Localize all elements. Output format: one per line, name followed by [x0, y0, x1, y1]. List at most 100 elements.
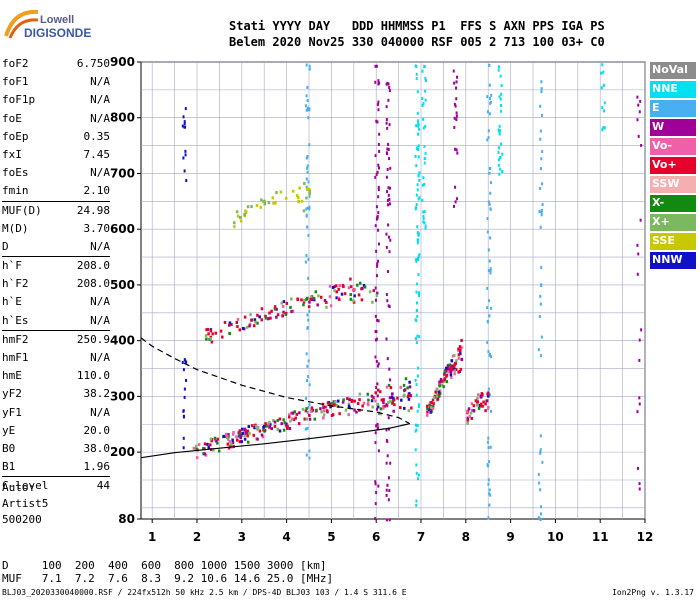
header-values: Belem 2020 Nov25 330 040000 RSF 005 2 71…: [229, 35, 605, 49]
echo-point: [267, 317, 270, 321]
echo-point: [403, 388, 407, 392]
plot-frame: [140, 61, 646, 520]
echo-point: [538, 209, 541, 213]
echo-point: [455, 86, 458, 90]
echo-point: [260, 307, 264, 311]
y-tick-label: 800: [110, 111, 135, 125]
echo-point: [274, 201, 277, 205]
echo-point: [447, 370, 450, 374]
echo-point: [182, 415, 185, 419]
echo-point: [297, 196, 300, 200]
param-name: foF2: [2, 57, 29, 70]
echo-point: [280, 422, 283, 426]
echo-point: [415, 383, 418, 387]
footer-file-info: BLJ03_2020330040000.RSF / 224fx512h 50 k…: [2, 588, 407, 597]
param-value: N/A: [90, 93, 110, 107]
echo-point: [431, 404, 435, 408]
echo-point: [386, 152, 389, 156]
echo-point: [424, 224, 427, 228]
echo-point: [374, 80, 377, 84]
echo-point: [287, 413, 291, 417]
echo-point: [487, 464, 490, 468]
x-tick-label: 9: [506, 530, 514, 544]
param-row: foEs N/A: [2, 164, 110, 182]
echo-point: [389, 378, 392, 382]
echo-point: [337, 287, 340, 291]
echo-point: [387, 427, 390, 431]
echo-point: [426, 406, 429, 410]
echo-point: [417, 132, 420, 136]
param-name: M(D): [2, 221, 29, 235]
echo-point: [416, 188, 419, 192]
echo-point: [248, 322, 252, 326]
echo-point: [371, 300, 374, 304]
echo-point: [312, 296, 316, 300]
echo-point: [305, 453, 308, 457]
echo-point: [387, 383, 391, 387]
echo-point: [636, 466, 639, 470]
echo-point: [308, 449, 311, 453]
echo-point: [429, 410, 432, 414]
echo-point: [290, 297, 293, 301]
echo-point: [352, 299, 355, 303]
echo-point: [422, 220, 425, 224]
autoscaling-info: Auto: Artist5 500200: [2, 480, 48, 528]
echo-point: [284, 196, 288, 200]
echo-point: [479, 395, 483, 399]
echo-point: [385, 438, 388, 442]
echo-point: [446, 365, 450, 369]
echo-point: [428, 401, 432, 405]
echo-point: [423, 210, 426, 214]
echo-point: [292, 418, 296, 422]
echo-point: [368, 290, 372, 294]
profile-solid-line: [140, 423, 410, 459]
echo-point: [315, 408, 318, 412]
echo-point: [374, 517, 377, 521]
param-name: fmin: [2, 184, 29, 198]
echo-point: [424, 89, 427, 93]
echo-point: [325, 409, 329, 413]
echo-point: [184, 153, 187, 157]
echo-point: [416, 314, 419, 318]
echo-point: [637, 103, 640, 107]
param-value: 20.0: [83, 423, 111, 437]
echo-point: [466, 421, 469, 425]
echo-point: [488, 171, 491, 175]
echo-point: [297, 422, 301, 426]
y-tick-label: 80: [118, 512, 135, 526]
echo-point: [325, 301, 328, 305]
echo-point: [273, 420, 277, 424]
echo-point: [416, 231, 419, 235]
echo-point: [422, 117, 425, 121]
echo-point: [539, 225, 542, 229]
echo-point: [377, 185, 380, 189]
echo-point: [376, 291, 379, 295]
param-name: foF1: [2, 75, 29, 89]
echo-point: [362, 401, 366, 405]
echo-point: [422, 214, 425, 218]
echo-point: [289, 305, 292, 309]
echo-point: [192, 446, 196, 450]
echo-point: [310, 297, 314, 301]
echo-point: [489, 445, 492, 449]
param-name: hmE: [2, 369, 22, 383]
echo-point: [487, 446, 490, 450]
echo-point: [264, 422, 267, 426]
echo-point: [498, 132, 501, 136]
param-name: hmF2: [2, 332, 29, 346]
echo-point: [487, 478, 490, 482]
echo-point: [184, 107, 187, 111]
echo-point: [417, 405, 420, 409]
echo-point: [207, 332, 210, 336]
echo-point: [472, 404, 476, 408]
echo-point: [387, 142, 390, 146]
echo-point: [307, 375, 310, 379]
echo-point: [254, 320, 257, 324]
echo-point: [216, 437, 220, 441]
echo-point: [453, 125, 456, 129]
echo-point: [421, 183, 424, 187]
echo-point: [183, 387, 186, 391]
echo-point: [497, 158, 500, 162]
y-tick-label: 700: [110, 166, 135, 180]
echo-point: [206, 442, 209, 446]
